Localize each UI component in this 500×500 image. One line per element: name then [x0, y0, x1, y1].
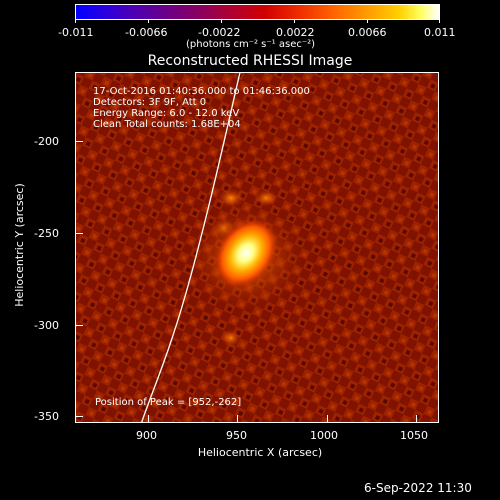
x-tick [237, 415, 238, 423]
y-axis-label: Heliocentric Y (arcsec) [13, 183, 26, 307]
colorbar-tick [439, 19, 440, 23]
y-tick [75, 325, 83, 326]
info-detectors: Detectors: 3F 9F, Att 0 [93, 97, 207, 108]
colorbar-tick [367, 19, 368, 23]
y-tick-label: -300 [34, 319, 59, 332]
footer-timestamp: 6-Sep-2022 11:30 [364, 481, 472, 495]
colorbar-tick [148, 19, 149, 23]
info-clean-counts: Clean Total counts: 1.68E+04 [93, 119, 241, 130]
info-time-range: 17-Oct-2016 01:40:36.000 to 01:46:36.000 [93, 86, 310, 97]
info-energy-range: Energy Range: 6.0 - 12.0 keV [93, 108, 240, 119]
x-tick-label: 1050 [400, 429, 428, 442]
x-axis-label: Heliocentric X (arcsec) [197, 446, 323, 459]
y-tick-label: -200 [34, 135, 59, 148]
colorbar-units: (photons cm⁻² s⁻¹ asec⁻²) [186, 39, 316, 50]
colorbar-tick-label: 0.011 [424, 26, 456, 39]
rhessi-map [76, 73, 438, 422]
colorbar-tick-label: 0.0022 [276, 26, 315, 39]
x-tick [148, 415, 149, 423]
x-tick-label: 900 [136, 429, 157, 442]
info-peak-position: Position of Peak = [952,-262] [95, 397, 242, 408]
y-tick-label: -350 [34, 410, 59, 423]
plot-title: Reconstructed RHESSI Image [147, 53, 353, 69]
colorbar-tick-label: -0.0066 [125, 26, 168, 39]
x-tick-label: 950 [226, 429, 247, 442]
y-tick [75, 416, 83, 417]
y-tick [75, 233, 83, 234]
y-tick-label: -250 [34, 227, 59, 240]
colorbar-tick-label: -0.011 [58, 26, 94, 39]
colorbar-tick [294, 19, 295, 23]
x-tick [416, 415, 417, 423]
colorbar-tick-label: -0.0022 [198, 26, 241, 39]
colorbar-tick [75, 19, 76, 23]
x-tick-label: 1000 [310, 429, 338, 442]
solar-limb-line [141, 73, 241, 422]
x-tick [327, 415, 328, 423]
colorbar [75, 4, 440, 20]
colorbar-tick-label: 0.0066 [348, 26, 387, 39]
colorbar-tick [221, 19, 222, 23]
image-plot-area: 17-Oct-2016 01:40:36.000 to 01:46:36.000… [75, 72, 439, 423]
y-tick [75, 141, 83, 142]
